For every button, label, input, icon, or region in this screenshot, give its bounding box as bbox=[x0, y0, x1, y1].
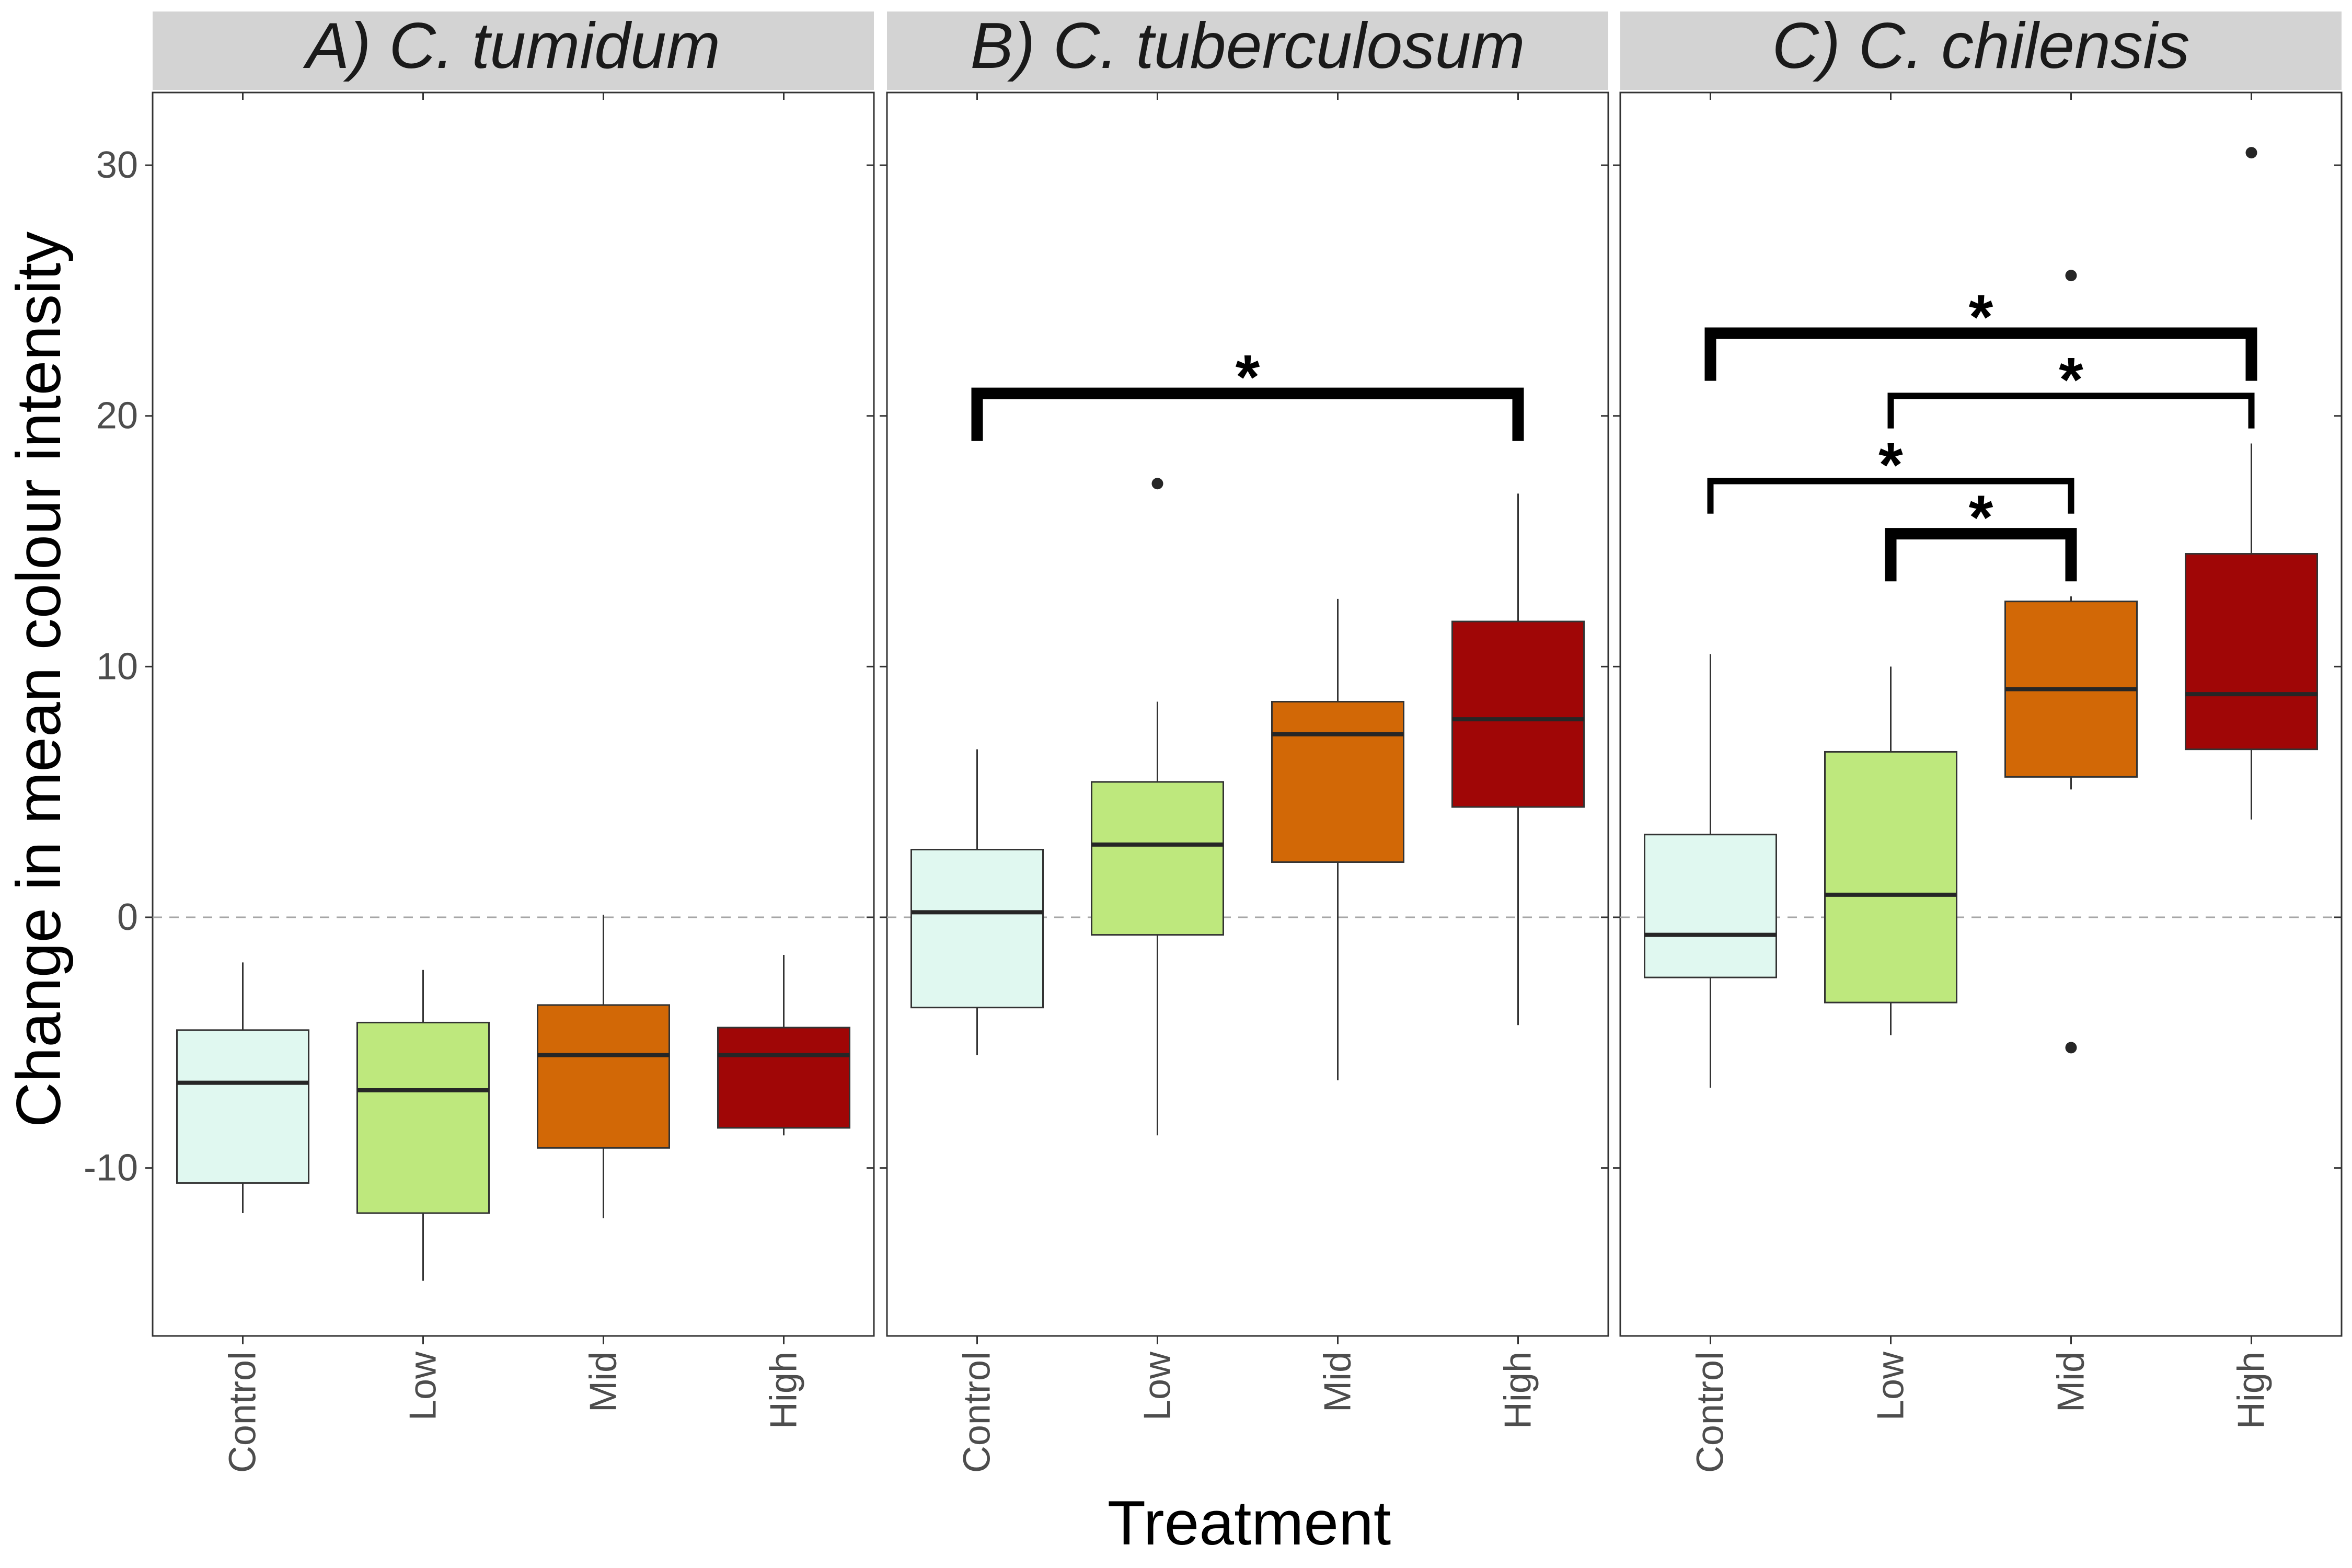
significance-star: * bbox=[1969, 482, 1993, 552]
box-body bbox=[1824, 751, 1957, 1004]
significance-bracket: * bbox=[1887, 344, 2255, 429]
panel-title: A) C. tumidum bbox=[303, 10, 720, 82]
box-low bbox=[1824, 666, 1957, 1035]
x-tick-label: Control bbox=[222, 1352, 264, 1473]
panel-strip bbox=[1620, 11, 2342, 90]
y-axis-title: Change in mean colour intensity bbox=[4, 232, 74, 1127]
box-low bbox=[1091, 478, 1224, 1136]
x-tick-label: Mid bbox=[583, 1352, 625, 1412]
box-body bbox=[176, 1029, 309, 1184]
y-tick-label: 10 bbox=[96, 645, 138, 687]
x-axis-title: Treatment bbox=[1108, 1488, 1391, 1558]
panel-title: B) C. tuberculosum bbox=[970, 10, 1525, 82]
box-mid bbox=[2004, 270, 2138, 1054]
x-tick-label: Control bbox=[1690, 1352, 1732, 1473]
significance-star: * bbox=[1969, 282, 1993, 352]
significance-bracket: * bbox=[1885, 482, 2077, 582]
x-tick-label: Mid bbox=[1317, 1352, 1359, 1412]
panel-3: C) C. chilensis * * * * bbox=[1613, 10, 2343, 1337]
significance-bracket: * bbox=[971, 342, 1524, 441]
box-high bbox=[2185, 147, 2318, 820]
box-body bbox=[1271, 701, 1404, 863]
bracket-line bbox=[1885, 528, 2077, 582]
outlier-point bbox=[2065, 1042, 2077, 1054]
box-body bbox=[1451, 620, 1585, 808]
bracket-line bbox=[1887, 393, 2255, 429]
panel-strip bbox=[153, 11, 874, 90]
outlier-point bbox=[2245, 147, 2257, 159]
box-body bbox=[910, 849, 1044, 1009]
box-body bbox=[2185, 553, 2318, 751]
significance-bracket: * bbox=[1704, 282, 2257, 381]
significance-bracket: * bbox=[1707, 430, 2074, 514]
significance-star: * bbox=[2059, 344, 2083, 414]
box-control bbox=[910, 749, 1044, 1055]
bracket-line bbox=[971, 387, 1524, 441]
panel-2: B) C. tuberculosum * bbox=[880, 10, 1609, 1337]
panel-1: A) C. tumidum bbox=[145, 10, 875, 1337]
box-body bbox=[717, 1027, 850, 1129]
box-high bbox=[1451, 493, 1585, 1025]
outlier-point bbox=[1151, 478, 1163, 490]
panel-strip bbox=[887, 11, 1608, 90]
box-control bbox=[1644, 654, 1777, 1088]
box-body bbox=[537, 1004, 670, 1149]
box-body bbox=[356, 1021, 490, 1214]
box-body bbox=[1091, 781, 1224, 936]
x-tick-label: Mid bbox=[2050, 1352, 2092, 1412]
x-tick-label: Low bbox=[1137, 1351, 1179, 1421]
box-low bbox=[356, 970, 490, 1281]
x-tick-label: Low bbox=[1870, 1351, 1912, 1421]
bracket-line bbox=[1704, 327, 2257, 381]
significance-star: * bbox=[1878, 430, 1903, 500]
x-tick-label: High bbox=[763, 1352, 805, 1429]
outlier-point bbox=[2065, 270, 2077, 282]
bracket-line bbox=[1707, 478, 2074, 514]
y-tick-label: 0 bbox=[117, 896, 138, 938]
panel-title: C) C. chilensis bbox=[1772, 10, 2189, 82]
box-high bbox=[717, 954, 850, 1136]
x-tick-label: Low bbox=[402, 1351, 444, 1421]
x-tick-label: Control bbox=[956, 1352, 998, 1473]
significance-star: * bbox=[1236, 342, 1260, 412]
x-tick-label: High bbox=[2231, 1352, 2273, 1429]
box-mid bbox=[537, 915, 670, 1218]
y-tick-label: -10 bbox=[84, 1147, 138, 1189]
y-tick-label: 30 bbox=[96, 144, 138, 186]
box-control bbox=[176, 962, 309, 1213]
x-tick-label: High bbox=[1497, 1352, 1539, 1429]
y-tick-label: 20 bbox=[96, 395, 138, 437]
box-mid bbox=[1271, 598, 1404, 1080]
box-body bbox=[1644, 834, 1777, 978]
